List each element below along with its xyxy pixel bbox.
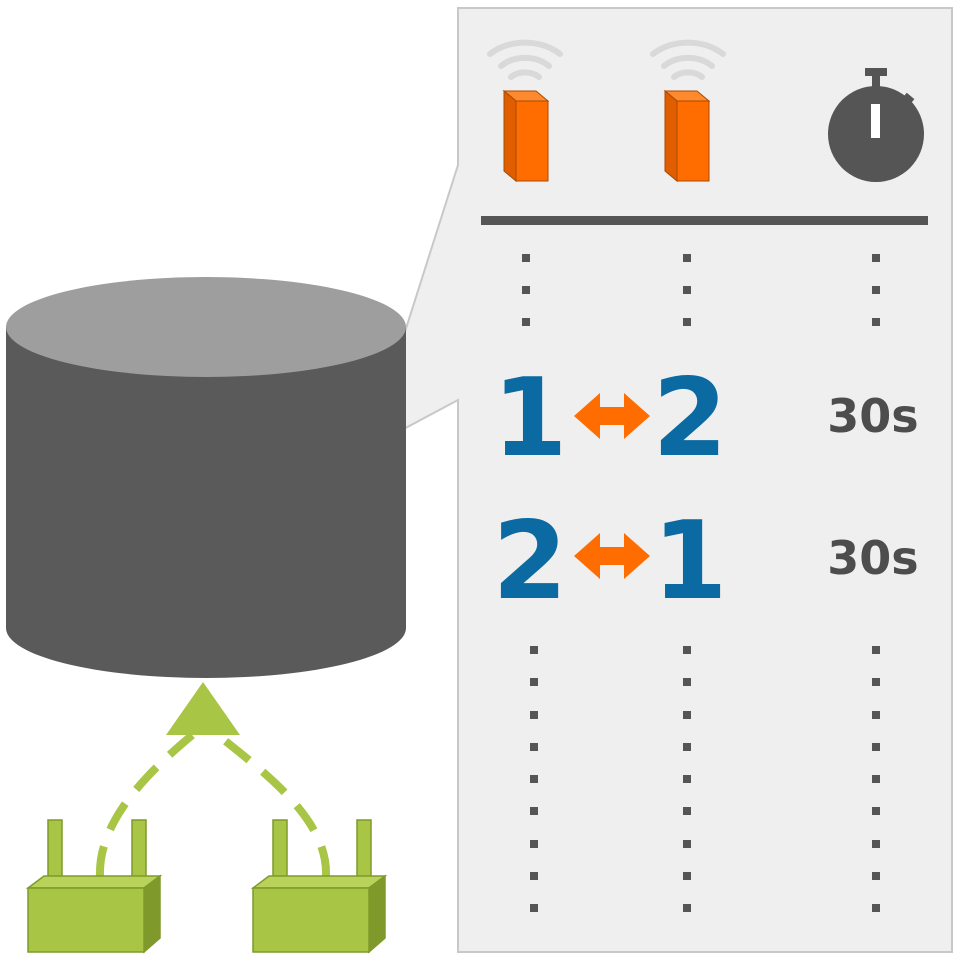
upload-path-lines: [95, 728, 331, 877]
ellipsis-dot: [872, 646, 880, 654]
double-headed-arrow-icon: [574, 393, 650, 439]
wireless-beacon-icon: [487, 39, 563, 183]
gateway-router-icon: [25, 819, 163, 954]
ellipsis-dot: [683, 318, 691, 326]
header-divider: [481, 216, 928, 225]
double-headed-arrow-icon: [574, 533, 650, 579]
ellipsis-dot: [683, 711, 691, 719]
upload-arrowhead-icon: [166, 682, 240, 735]
ellipsis-dot: [872, 711, 880, 719]
ellipsis-dot: [872, 286, 880, 294]
ellipsis-dot: [530, 840, 538, 848]
ellipsis-dot: [530, 646, 538, 654]
ellipsis-dot: [530, 807, 538, 815]
ellipsis-dot: [683, 904, 691, 912]
ellipsis-dot: [872, 904, 880, 912]
ellipsis-dot: [683, 775, 691, 783]
row-duration: 30s: [827, 531, 918, 585]
ellipsis-dot: [872, 775, 880, 783]
ellipsis-dot: [683, 872, 691, 880]
ellipsis-dot: [872, 872, 880, 880]
ellipsis-dot: [530, 904, 538, 912]
ellipsis-dot: [530, 743, 538, 751]
row-to-beacon: 2: [652, 356, 727, 481]
ellipsis-dot: [872, 743, 880, 751]
ellipsis-dot: [530, 775, 538, 783]
ellipsis-dot: [683, 743, 691, 751]
ellipsis-dot: [872, 254, 880, 262]
gateway-router-icon: [250, 819, 388, 954]
ellipsis-dots-bottom: [530, 646, 880, 912]
ellipsis-dot: [872, 807, 880, 815]
ellipsis-dot: [530, 678, 538, 686]
ellipsis-dot: [683, 646, 691, 654]
ellipsis-dots-top: [522, 254, 880, 326]
table-row: 1 2 30s: [492, 356, 918, 481]
row-from-beacon: 2: [492, 499, 567, 624]
upload-path-right: [211, 728, 331, 877]
ellipsis-dot: [683, 840, 691, 848]
row-to-beacon: 1: [652, 499, 727, 624]
wireless-beacon-icon: [650, 39, 726, 183]
ellipsis-dot: [872, 318, 880, 326]
ellipsis-dot: [683, 807, 691, 815]
callout-panel: [366, 7, 953, 953]
ellipsis-dot: [530, 711, 538, 719]
ellipsis-dot: [530, 872, 538, 880]
ellipsis-dot: [683, 286, 691, 294]
ellipsis-dot: [872, 840, 880, 848]
database-cylinder-icon: [6, 277, 406, 678]
ellipsis-dot: [683, 254, 691, 262]
ellipsis-dot: [522, 254, 530, 262]
upload-path-left: [95, 728, 199, 877]
row-duration: 30s: [827, 389, 918, 443]
stopwatch-icon: [828, 68, 924, 182]
ellipsis-dot: [522, 318, 530, 326]
ellipsis-dot: [683, 678, 691, 686]
ellipsis-dot: [872, 678, 880, 686]
table-row: 2 1 30s: [492, 499, 918, 624]
ellipsis-dot: [522, 286, 530, 294]
row-from-beacon: 1: [492, 356, 567, 481]
